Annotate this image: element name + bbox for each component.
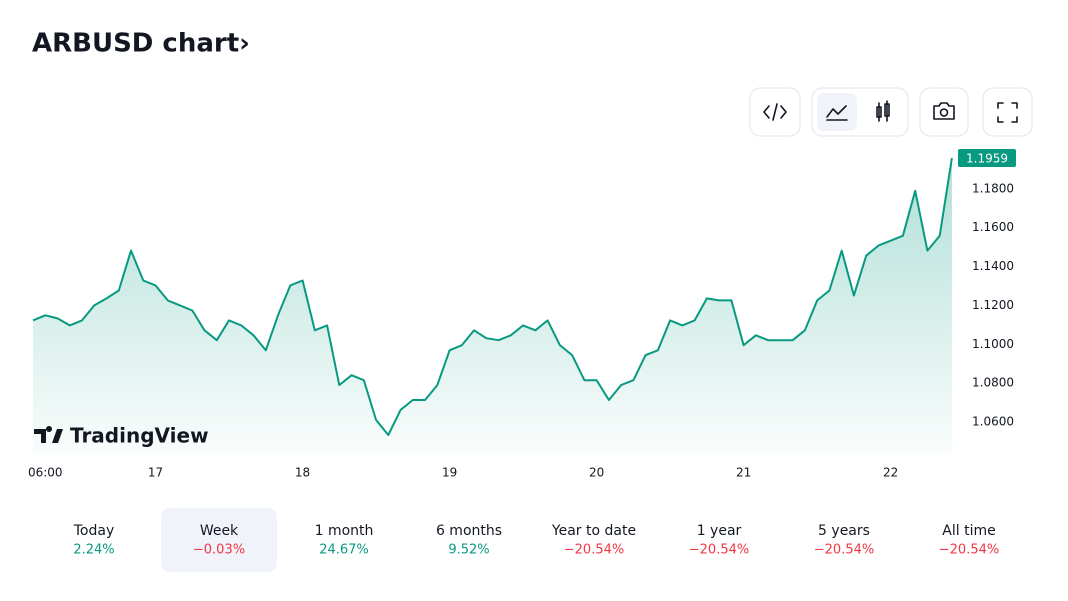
- period-change: −20.54%: [689, 543, 749, 558]
- x-tick-label: 17: [148, 466, 163, 480]
- last-price-tag: [958, 148, 1016, 167]
- area: [33, 158, 952, 455]
- x-tick-label: 06:00: [28, 466, 63, 480]
- logo-mark: [34, 425, 63, 443]
- y-tick-label: 1.1600: [972, 220, 1014, 234]
- y-tick-label: 1.1800: [972, 181, 1014, 195]
- camera-lens: [939, 108, 949, 117]
- period-label[interactable]: Year to date: [551, 523, 636, 539]
- period-change: 9.52%: [448, 543, 489, 558]
- x-tick-label: 18: [295, 466, 310, 480]
- period-label[interactable]: All time: [942, 523, 995, 539]
- snapshot-button[interactable]: [919, 87, 969, 137]
- logo-text: TradingView: [70, 424, 209, 448]
- period-label[interactable]: Today: [73, 523, 115, 539]
- period-label[interactable]: 6 months: [436, 523, 502, 539]
- period-label[interactable]: 1 year: [697, 523, 742, 539]
- camera-icon: [933, 102, 955, 120]
- y-tick-label: 1.1000: [972, 337, 1014, 351]
- tradingview-logo: TradingView: [34, 424, 209, 448]
- x-tick-label: 20: [589, 466, 604, 480]
- period-label[interactable]: Week: [200, 523, 239, 539]
- last-price-label: 1.1959: [966, 151, 1008, 165]
- toolbar: [749, 87, 1033, 137]
- y-tick-label: 1.0800: [972, 376, 1014, 390]
- period-label[interactable]: 5 years: [818, 523, 870, 539]
- fullscreen-icon: [997, 102, 1018, 123]
- period-change: −20.54%: [564, 543, 624, 558]
- chart: 1.0600 1.0800 1.1000 1.1200 1.1400 1.1600 1.18…: [28, 148, 1016, 480]
- line-style-icon: [826, 105, 848, 121]
- period-label[interactable]: 1 month: [315, 523, 374, 539]
- y-tick-label: 1.1400: [972, 259, 1014, 273]
- period-change: −20.54%: [939, 543, 999, 558]
- period-change: −20.54%: [814, 543, 874, 558]
- period-change: 24.67%: [319, 543, 369, 558]
- candle-style-icon: [876, 100, 890, 122]
- period-change: 2.24%: [73, 543, 114, 558]
- page-title[interactable]: ARBUSD chart›: [32, 29, 250, 59]
- x-tick-label: 22: [883, 466, 898, 480]
- period-change: −0.03%: [193, 543, 245, 558]
- y-tick-label: 1.0600: [972, 414, 1014, 428]
- period-selected-bg: [161, 508, 277, 572]
- fullscreen-button[interactable]: [982, 87, 1033, 137]
- price-line: [32, 157, 953, 436]
- embed-icon: [763, 103, 787, 121]
- x-tick-label: 21: [736, 466, 751, 480]
- y-tick-label: 1.1200: [972, 298, 1014, 312]
- period-bar: Today 2.24% Week −0.03% 1 month 24.67% 6 month…: [73, 508, 999, 572]
- x-tick-label: 19: [442, 466, 457, 480]
